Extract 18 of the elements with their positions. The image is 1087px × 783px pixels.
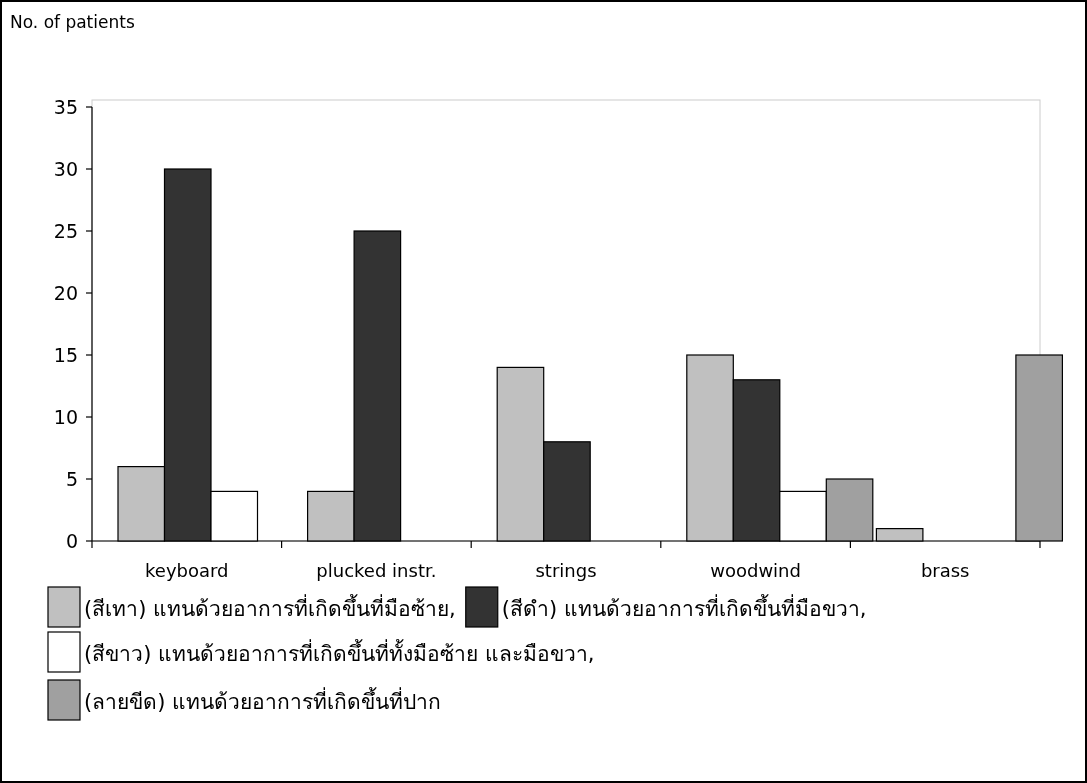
legend-label: (สีดำ) แทนด้วยอาการที่เกิดขึ้นที่มือขวา, [501, 594, 867, 621]
y-tick-label: 0 [65, 530, 78, 552]
legend-label: (สีเทา) แทนด้วยอาการที่เกิดขึ้นที่มือซ้าย, [84, 594, 456, 621]
x-tick-label: strings [535, 560, 597, 581]
x-tick-label: brass [920, 560, 970, 581]
x-tick-label: keyboard [145, 560, 229, 581]
y-tick-label: 30 [53, 158, 78, 180]
y-axis-title: No. of patients [10, 12, 135, 32]
y-tick-label: 10 [53, 406, 78, 428]
x-tick-label: woodwind [710, 560, 801, 581]
legend-label: (สีขาว) แทนด้วยอาการที่เกิดขึ้นที่ทั้งมือซ้าย และมือขวา, [84, 639, 595, 666]
y-tick-label: 5 [65, 468, 78, 490]
x-tick-label: plucked instr. [316, 560, 437, 581]
legend-label: (ลายขีด) แทนด้วยอาการที่เกิดขึ้นที่ปาก [84, 687, 442, 714]
y-tick-label: 15 [53, 344, 78, 366]
y-tick-label: 35 [53, 96, 78, 118]
y-tick-label: 25 [53, 220, 78, 242]
y-tick-label: 20 [53, 282, 78, 304]
